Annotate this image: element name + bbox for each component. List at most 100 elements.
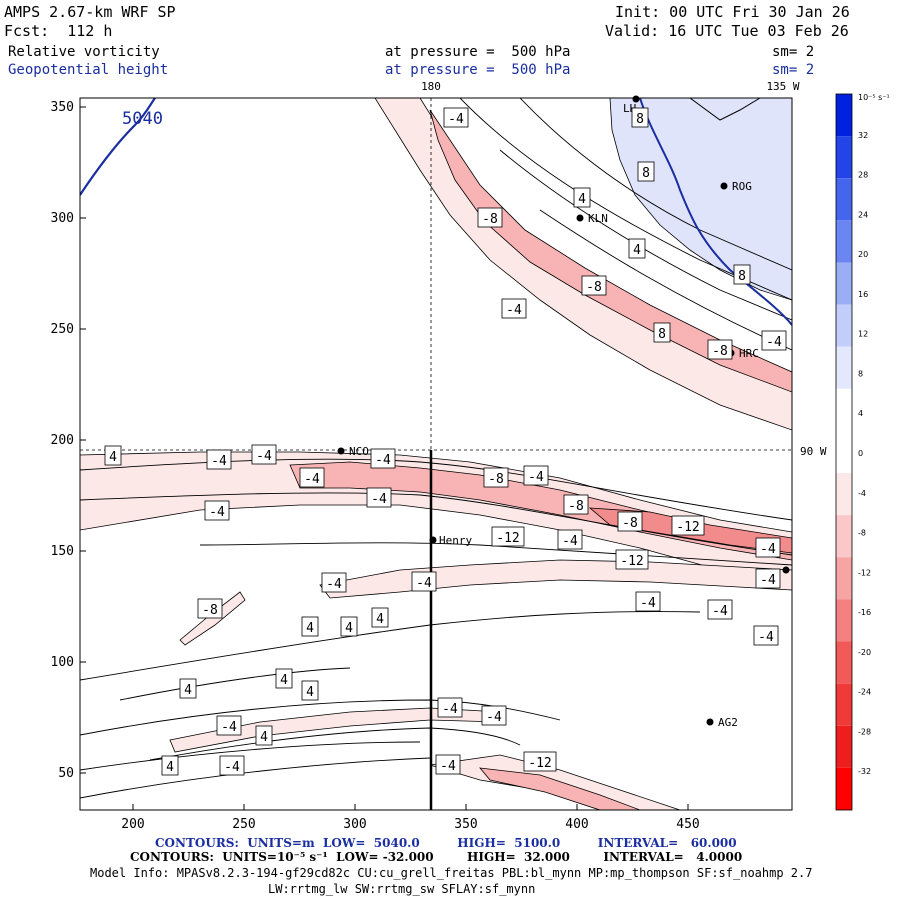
contour-label: 8: [636, 112, 644, 127]
field1-smooth: sm= 2: [772, 44, 815, 60]
contour-label-box: [557, 529, 583, 550]
lon-label-180: 180: [421, 80, 441, 93]
contour-label: -8: [482, 212, 498, 227]
colorbar-segment: [836, 220, 852, 263]
contour-label: -4: [760, 542, 776, 557]
contour-label: -8: [622, 516, 638, 531]
x-axis-labels: 200 250 300 350 400 450: [121, 817, 699, 832]
station-nco: NCO: [349, 445, 369, 458]
contour-label-box: [573, 187, 591, 208]
station-kln: KLN: [588, 212, 608, 225]
contour-label-box: [631, 107, 649, 128]
contour-label: -4: [486, 710, 502, 725]
colorbar-segment: [836, 473, 852, 516]
contour-label-box: [481, 705, 507, 726]
contour-label: -8: [488, 472, 504, 487]
contour-label-box: [443, 107, 469, 128]
contour-label-box: [523, 751, 557, 772]
contour-label-box: [435, 754, 461, 775]
contour-label: -4: [640, 596, 656, 611]
contour-label: -12: [496, 531, 519, 546]
footer-contours-vorticity: CONTOURS: UNITS=10⁻⁵ s⁻¹ LOW= -32.000 HI…: [130, 850, 743, 864]
colorbar-level: 0: [858, 449, 863, 458]
y-tick: 100: [51, 655, 74, 670]
colorbar-level: -4: [858, 489, 866, 498]
field2-smooth: sm= 2: [772, 62, 815, 78]
contour-label-box: [206, 449, 232, 470]
contour-label: -4: [562, 534, 578, 549]
forecast-hour: Fcst: 112 h: [4, 22, 113, 40]
x-tick: 250: [232, 817, 255, 832]
contour-label-box: [707, 599, 733, 620]
contour-label: 4: [633, 243, 641, 258]
contour-label: -8: [586, 280, 602, 295]
contour-label: -4: [528, 470, 544, 485]
contour-label-box: [299, 467, 325, 488]
contour-label: -4: [760, 573, 776, 588]
colorbar-segment: [836, 683, 852, 726]
contour-label-layer: -4 8 8 4 -8 8 4 -8 -4 8 -8 -4 4 -4 -4 -4 -4 -8 -4 -8 -4 -4 -8 -…: [104, 107, 787, 776]
colorbar-level: 8: [858, 369, 863, 378]
contour-label: 4: [260, 730, 268, 745]
colorbar-segment: [836, 304, 852, 347]
se-band-inner: [479, 767, 641, 810]
y-tick: 50: [58, 766, 74, 781]
contour-label: -4: [416, 576, 432, 591]
y-axis-labels: 350 300 250 200 150 100 50: [51, 100, 74, 781]
colorbar-segment: [836, 94, 852, 137]
contour-label-box: [216, 715, 242, 736]
contour-label-box: [628, 238, 646, 259]
contour-label: 4: [166, 760, 174, 775]
contour-label-box: [637, 161, 655, 182]
footer-model-info: Model Info: MPASv8.2.3-194-gf29cd82c CU:…: [90, 866, 813, 880]
colorbar-level: -32: [858, 767, 871, 776]
contour-label: 4: [184, 683, 192, 698]
x-tick: 350: [454, 817, 477, 832]
contour-label: -4: [712, 604, 728, 619]
contour-label-box: [161, 755, 179, 776]
y-tick: 300: [51, 211, 74, 226]
x-tick: 450: [676, 817, 699, 832]
colorbar-level: -20: [858, 648, 871, 657]
y-tick: 350: [51, 100, 74, 115]
height-contour-label: 5040: [122, 109, 163, 129]
contour-label: 4: [345, 621, 353, 636]
contour-label-box: [340, 616, 358, 637]
contour-label: -4: [326, 577, 342, 592]
y-tick: 150: [51, 544, 74, 559]
field2-level: at pressure = 500 hPa: [385, 62, 571, 78]
contour-label-box: [753, 625, 779, 646]
contour-label-box: [671, 515, 705, 536]
colorbar-level: 32: [858, 131, 868, 140]
contour-label: 8: [642, 166, 650, 181]
contour-label: 4: [306, 621, 314, 636]
contour-label-box: [615, 549, 649, 570]
contour-label-box: [617, 511, 643, 532]
contour-label-box: [755, 568, 781, 589]
contour-label: -4: [224, 760, 240, 775]
contour-label-box: [275, 668, 293, 689]
contour-label-box: [523, 465, 549, 486]
init-time: Init: 00 UTC Fri 30 Jan 26: [615, 3, 850, 21]
colorbar-level: 24: [858, 210, 868, 219]
footer-contours-height: CONTOURS: UNITS=m LOW= 5040.0 HIGH= 5100…: [155, 836, 737, 850]
central-band-inner: [289, 461, 792, 561]
map-field-layer: [80, 98, 792, 810]
contour-label-box: [370, 448, 396, 469]
geopotential-5040-contour: [80, 98, 156, 196]
colorbar-level: -8: [858, 529, 866, 538]
colorbar-segment: [836, 767, 852, 810]
contour-label: -4: [506, 303, 522, 318]
contour-label: -4: [448, 112, 464, 127]
colorbar-segment: [836, 430, 852, 474]
contour-label-box: [219, 755, 245, 776]
y-tick: 250: [51, 322, 74, 337]
contour-label: -4: [304, 472, 320, 487]
colorbar-level: 4: [858, 409, 863, 418]
x-tick: 400: [565, 817, 588, 832]
contour-lines: [80, 98, 792, 799]
contour-label: -4: [256, 449, 272, 464]
contour-label: -4: [371, 492, 387, 507]
axis-ticks: [80, 106, 689, 810]
